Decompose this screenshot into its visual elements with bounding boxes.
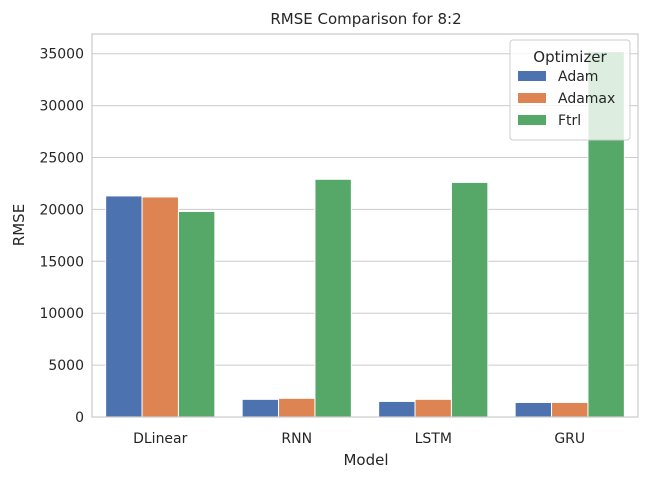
chart-title: RMSE Comparison for 8:2 (270, 10, 461, 28)
y-tick-label: 25000 (39, 151, 84, 167)
y-tick-label: 30000 (39, 99, 84, 115)
bar-adamax-dlinear (141, 196, 179, 418)
y-tick-label: 10000 (39, 306, 84, 322)
legend-title: Optimizer (533, 48, 607, 66)
y-axis-label: RMSE (10, 204, 28, 246)
x-tick-label: GRU (554, 431, 585, 447)
bar-adam-gru (514, 401, 553, 418)
y-tick-label: 5000 (48, 358, 84, 374)
x-tick-label: LSTM (415, 431, 452, 447)
x-axis-label: Model (343, 451, 388, 469)
bar-ftrl-lstm (450, 181, 489, 418)
y-tick-label: 0 (75, 410, 84, 426)
y-tick-label: 35000 (39, 47, 84, 63)
legend-label-adamax: Adamax (558, 91, 615, 107)
plot-border (91, 33, 639, 418)
bar-adam-dlinear (105, 195, 143, 418)
legend: Optimizer Adam Adamax Ftrl (509, 39, 631, 141)
bar-adam-lstm (378, 400, 416, 418)
legend-swatch-adam (518, 71, 546, 81)
legend-swatch-ftrl (518, 115, 546, 125)
bar-adamax-lstm (414, 398, 452, 418)
x-tick-label: RNN (281, 431, 312, 447)
x-axis-ticks: DLinear RNN LSTM GRU (133, 431, 585, 447)
y-tick-label: 15000 (39, 254, 84, 270)
x-tick-label: DLinear (133, 431, 188, 447)
legend-label-adam: Adam (558, 69, 598, 85)
legend-items: Adam Adamax Ftrl (518, 69, 615, 129)
bar-adam-rnn (241, 398, 280, 418)
legend-swatch-adamax (518, 93, 546, 103)
legend-label-ftrl: Ftrl (558, 113, 581, 129)
y-tick-label: 20000 (39, 202, 84, 218)
y-axis-ticks: 0 5000 10000 15000 20000 25000 30000 35000 (39, 47, 84, 426)
bar-ftrl-rnn (314, 178, 352, 418)
bar-adamax-gru (551, 401, 589, 418)
bar-ftrl-dlinear (177, 210, 216, 418)
bar-adamax-rnn (278, 397, 316, 418)
bars (105, 51, 625, 418)
